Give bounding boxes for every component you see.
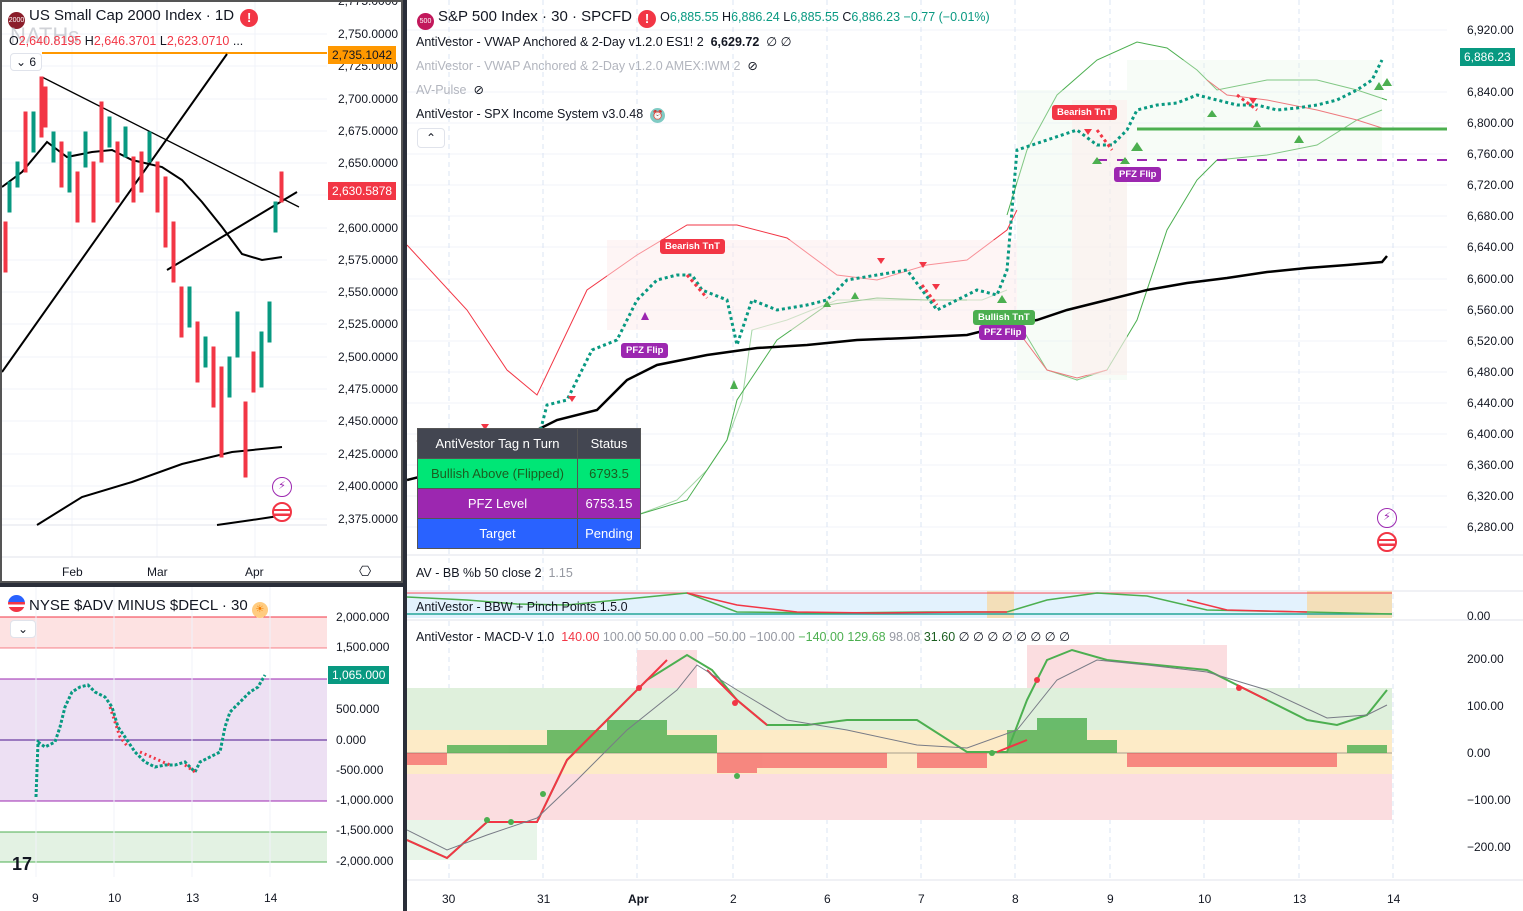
adv-decl-chart-pane[interactable]: NYSE $ADV MINUS $DECL · 30 ☀ ⌄ 2,000.000… <box>0 587 403 911</box>
indicator-collapse-button[interactable]: ⌄ 6 <box>10 53 42 71</box>
eye-hidden-icon[interactable]: ⊘ <box>747 59 758 73</box>
hline-price-label: 2,735.1042 <box>328 46 397 64</box>
market-open-sun-icon: ☀ <box>251 602 268 618</box>
rut-chart-pane[interactable]: 2000 US Small Cap 2000 Index · 1D! NATHs … <box>0 0 403 583</box>
us-flag-event-icon[interactable] <box>1377 532 1397 552</box>
spx-chart-pane[interactable]: 500 S&P 500 Index · 30 · SPCFD! O6,885.55… <box>407 0 1523 911</box>
last-value-label: 1,065.000 <box>328 666 390 684</box>
indicator-vwap-es[interactable]: AntiVestor - VWAP Anchored & 2-Day v1.2.… <box>416 35 792 49</box>
us-flag-icon <box>8 595 25 612</box>
alert-icon[interactable]: ! <box>637 10 656 28</box>
chevron-down-icon: ⌄ <box>17 622 29 636</box>
lightning-event-icon[interactable]: ⚡ <box>272 477 292 497</box>
signal-pfz-flip[interactable]: PFZ Flip <box>621 343 669 358</box>
signal-pfz-flip[interactable]: PFZ Flip <box>1114 167 1162 182</box>
alarm-clock-icon[interactable]: ⏰ <box>650 108 666 123</box>
rut-chart-canvas[interactable] <box>2 2 403 583</box>
bbw-scale-zero: 0.00 <box>1467 609 1491 623</box>
tag-n-turn-table: AntiVestor Tag n Turn Status Bullish Abo… <box>417 428 641 549</box>
spx-ohlc: O6,885.55 H6,886.24 L6,885.55 C6,886.23 … <box>660 10 990 24</box>
spx-symbol-logo: 500 <box>417 13 434 30</box>
adv-title: NYSE $ADV MINUS $DECL · 30 <box>29 597 248 614</box>
rut-symbol-logo: 2000 <box>8 12 25 29</box>
legend-collapse-button[interactable]: ⌃ <box>417 128 445 148</box>
signal-bearish-tnt[interactable]: Bearish TnT <box>660 239 725 254</box>
rut-title: US Small Cap 2000 Index · 1D <box>29 7 235 24</box>
rut-ohlc: O2,640.8195 H2,646.3701 L2,623.0710 ... <box>9 34 244 48</box>
signal-bearish-tnt[interactable]: Bearish TnT <box>1052 105 1117 120</box>
spx-symbol-header[interactable]: 500 S&P 500 Index · 30 · SPCFD! O6,885.55… <box>417 9 990 30</box>
chevron-up-icon: ⌃ <box>425 131 437 145</box>
watermark: NATHs <box>10 23 80 48</box>
adv-symbol-header[interactable]: NYSE $ADV MINUS $DECL · 30 ☀ <box>8 595 268 618</box>
tradingview-logo[interactable]: 17 <box>12 854 33 874</box>
indicator-vwap-iwm[interactable]: AntiVestor - VWAP Anchored & 2-Day v1.2.… <box>416 59 758 73</box>
spx-chart-canvas[interactable] <box>407 0 1523 911</box>
last-price-label: 2,630.5878 <box>328 182 397 200</box>
indicator-av-pulse[interactable]: AV-Pulse ⊘ <box>416 83 484 97</box>
rut-symbol-header[interactable]: 2000 US Small Cap 2000 Index · 1D! <box>8 7 259 29</box>
alert-icon[interactable]: ! <box>240 9 259 27</box>
indicator-bbw-pinch[interactable]: AntiVestor - BBW + Pinch Points 1.5.0 <box>416 600 628 614</box>
spx-title: S&P 500 Index · 30 · SPCFD <box>438 8 632 25</box>
indicator-macd-v[interactable]: AntiVestor - MACD-V 1.0 140.00 100.00 50… <box>416 630 1071 644</box>
eye-hidden-icon[interactable]: ⊘ <box>473 83 484 97</box>
table-row: PFZ Level 6753.15 <box>417 488 641 519</box>
adv-chart-canvas[interactable] <box>0 587 403 911</box>
signal-pfz-flip[interactable]: PFZ Flip <box>979 325 1027 340</box>
indicator-spx-income[interactable]: AntiVestor - SPX Income System v3.0.48 ⏰ <box>416 107 666 123</box>
signal-bullish-tnt[interactable]: Bullish TnT <box>973 310 1035 325</box>
lightning-event-icon[interactable]: ⚡ <box>1377 508 1397 528</box>
indicator-bb-pct-b[interactable]: AV - BB %b 50 close 2 1.15 <box>416 566 573 580</box>
settings-gear-icon[interactable]: ⎔ <box>359 563 372 579</box>
chevron-down-icon: ⌄ <box>15 55 27 69</box>
us-flag-event-icon[interactable] <box>272 502 292 522</box>
table-row: Bullish Above (Flipped) 6793.5 <box>417 458 641 489</box>
adv-collapse-button[interactable]: ⌄ <box>10 620 36 638</box>
last-price-label: 6,886.23 <box>1460 48 1515 66</box>
table-row: Target Pending <box>417 518 641 549</box>
